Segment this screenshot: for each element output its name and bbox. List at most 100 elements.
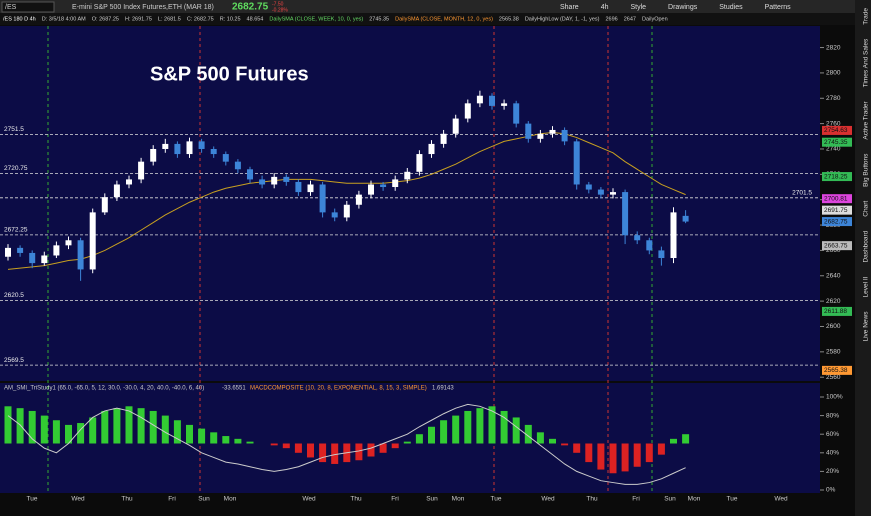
candle-body	[65, 240, 72, 246]
histogram-bar	[52, 420, 60, 444]
candle-body	[573, 141, 580, 185]
histogram-bar	[137, 408, 145, 444]
price-tag-label: 2700.81	[824, 195, 848, 202]
info-item: C: 2682.75	[187, 16, 214, 22]
candle-body	[658, 250, 665, 259]
x-tick-label: Mon	[452, 496, 465, 503]
toolbar-button[interactable]: Drawings	[668, 4, 698, 11]
info-item: 2696	[606, 16, 618, 22]
x-tick-label: Mon	[224, 496, 237, 503]
candle-body	[489, 95, 495, 106]
toolbar-button[interactable]: 4h	[601, 4, 609, 11]
side-tab[interactable]: Times And Sales	[863, 38, 870, 87]
histogram-bar	[65, 424, 72, 444]
y-tick-label: 0%	[826, 487, 836, 494]
candle-body	[682, 215, 689, 222]
histogram-bar	[573, 443, 581, 453]
info-item: /ES 180 D 4h	[3, 16, 36, 22]
candle-body	[610, 192, 616, 195]
candle-body	[343, 204, 350, 218]
candle-body	[670, 212, 677, 259]
level-label: 2620.5	[4, 292, 24, 299]
side-tab[interactable]: Dashboard	[863, 230, 870, 262]
last-price: 2682.75	[232, 2, 269, 13]
y-tick-label: 2660	[826, 247, 841, 254]
x-tick-label: Wed	[774, 496, 788, 503]
y-tick-label: 2780	[826, 95, 841, 102]
candle-body	[53, 245, 60, 256]
candle-body	[295, 181, 302, 193]
toolbar-button[interactable]: Studies	[719, 4, 743, 11]
candle-body	[404, 171, 411, 180]
level-label: 2701.5	[792, 190, 812, 197]
histogram-bar	[101, 410, 109, 444]
candle-body	[380, 184, 387, 188]
histogram-bar	[161, 415, 169, 444]
price-tag-label: 2565.38	[824, 367, 848, 374]
x-tick-label: Mon	[688, 496, 701, 503]
side-tab[interactable]: Chart	[863, 201, 870, 217]
macd-label: MACDCOMPOSITE (10, 20, 8, EXPONENTIAL, 8…	[250, 386, 427, 392]
info-item: 48.654	[247, 16, 264, 22]
histogram-bar	[621, 443, 629, 472]
candle-body	[29, 252, 36, 264]
symbol: /ES	[5, 4, 17, 11]
side-tab[interactable]: Active Trader	[863, 100, 870, 139]
price-tag	[822, 137, 852, 147]
histogram-bar	[524, 424, 532, 444]
y-tick-label: 80%	[826, 412, 839, 419]
price-tag	[822, 306, 852, 316]
candle-body	[126, 179, 132, 185]
histogram-bar	[367, 443, 375, 457]
symbol-box[interactable]	[1, 1, 55, 13]
x-tick-label: Sun	[664, 496, 676, 503]
macd-value: 1.69143	[432, 386, 454, 392]
histogram-bar	[16, 408, 24, 444]
x-tick-label: Tue	[727, 496, 738, 503]
histogram-bar	[4, 406, 12, 444]
info-item: D: 3/5/18 4:00 AM	[42, 16, 86, 22]
y-tick-label: 2580	[826, 349, 841, 356]
side-tab[interactable]: Level II	[863, 276, 870, 297]
candle-body	[368, 184, 374, 195]
side-tab[interactable]: Big Buttons	[863, 153, 870, 187]
histogram-bar	[585, 443, 593, 463]
candle-body	[501, 103, 508, 106]
histogram-bar	[234, 438, 242, 444]
y-tick-label: 60%	[826, 431, 839, 438]
price-tag	[822, 205, 852, 215]
histogram-bar	[246, 441, 254, 444]
histogram-bar	[452, 415, 460, 444]
histogram-bar	[415, 434, 423, 444]
histogram-bar	[549, 438, 556, 444]
candle-body	[41, 255, 48, 264]
candle-body	[77, 240, 84, 270]
toolbar-bg	[0, 0, 871, 13]
side-tab[interactable]: Live News	[863, 311, 870, 342]
toolbar-button[interactable]: Style	[630, 4, 646, 11]
info-item: O: 2687.25	[92, 16, 119, 22]
description: E-mini S&P 500 Index Futures,ETH (MAR 18…	[72, 4, 214, 11]
price-tag-label: 2663.75	[824, 242, 848, 249]
side-tab[interactable]: Trade	[863, 8, 870, 25]
change: -7.50	[272, 1, 284, 7]
histogram-bar	[89, 417, 97, 444]
info-item: 2745.35	[369, 16, 389, 22]
x-tick-label: Tue	[27, 496, 38, 503]
y-tick-label: 40%	[826, 450, 839, 457]
toolbar-button[interactable]: Patterns	[765, 4, 792, 11]
histogram-bar	[210, 432, 218, 444]
candle-body	[319, 184, 326, 213]
histogram-bar	[633, 443, 641, 467]
candle-body	[392, 179, 399, 188]
info-item: R: 10.25	[220, 16, 241, 22]
study-label: AM_SMI_TriStudy1 (65.0, -65.0, 5, 12, 30…	[4, 386, 204, 392]
histogram-bar	[331, 443, 339, 464]
histogram-bar	[488, 406, 496, 444]
y-tick-label: 2740	[826, 146, 841, 153]
candle-body	[210, 148, 217, 155]
y-tick-label: 2600	[826, 323, 841, 330]
toolbar-button[interactable]: Share	[560, 4, 579, 11]
candle-body	[355, 194, 362, 205]
